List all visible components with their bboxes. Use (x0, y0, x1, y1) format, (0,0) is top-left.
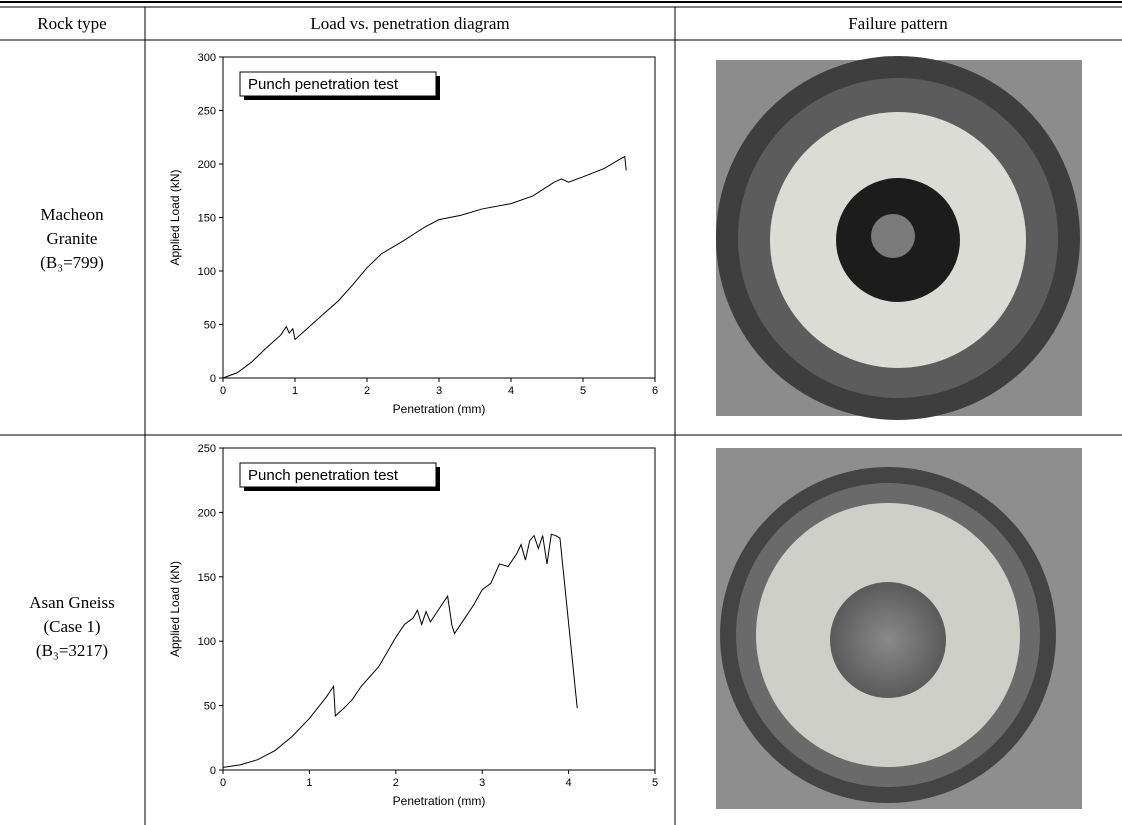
y-tick-label: 50 (204, 320, 216, 332)
y-tick-label: 0 (210, 765, 216, 777)
x-tick-label: 1 (292, 385, 298, 397)
x-axis-label: Penetration (mm) (393, 794, 486, 808)
rock-type: Asan Gneiss (29, 593, 114, 612)
rock-type: Granite (47, 229, 98, 248)
annotation-box (239, 71, 437, 97)
x-tick-label: 5 (652, 777, 658, 789)
plot-frame (222, 447, 656, 771)
x-tick-label: 3 (479, 777, 485, 789)
x-tick-label: 2 (393, 777, 399, 789)
annotation: Punch penetration test (248, 76, 399, 93)
failure-photo (716, 448, 1082, 809)
x-tick-label: 4 (508, 385, 514, 397)
annotation: Punch penetration test (248, 467, 399, 484)
y-tick-label: 100 (198, 266, 216, 278)
x-tick-label: 1 (306, 777, 312, 789)
header-cell: Failure pattern (848, 14, 948, 33)
y-tick-label: 250 (198, 106, 216, 118)
y-tick-label: 200 (198, 507, 216, 519)
x-tick-label: 2 (364, 385, 370, 397)
data-line (222, 155, 627, 379)
y-tick-label: 150 (198, 213, 216, 225)
y-tick-label: 50 (204, 701, 216, 713)
failure-photo (716, 56, 1082, 420)
header-cell: Load vs. penetration diagram (310, 14, 509, 33)
y-tick-label: 250 (198, 443, 216, 455)
x-tick-label: 3 (436, 385, 442, 397)
rock-type: (Case 1) (43, 617, 100, 636)
x-axis-label: Penetration (mm) (393, 402, 486, 416)
x-tick-label: 5 (580, 385, 586, 397)
y-axis-label: Applied Load (kN) (168, 561, 182, 657)
x-tick-label: 0 (220, 777, 226, 789)
rock-type: (B₃=799) (40, 253, 104, 272)
y-tick-label: 100 (198, 636, 216, 648)
y-axis-label: Applied Load (kN) (168, 169, 182, 265)
rock-type: Macheon (40, 205, 104, 224)
y-tick-label: 0 (210, 373, 216, 385)
x-tick-label: 6 (652, 385, 658, 397)
data-line (222, 533, 578, 768)
y-tick-label: 300 (198, 52, 216, 64)
x-tick-label: 4 (566, 777, 572, 789)
header-cell: Rock type (37, 14, 106, 33)
y-tick-label: 150 (198, 572, 216, 584)
annotation-box (239, 462, 437, 488)
y-tick-label: 200 (198, 159, 216, 171)
x-tick-label: 0 (220, 385, 226, 397)
rock-type: (B₃=3217) (36, 641, 108, 660)
